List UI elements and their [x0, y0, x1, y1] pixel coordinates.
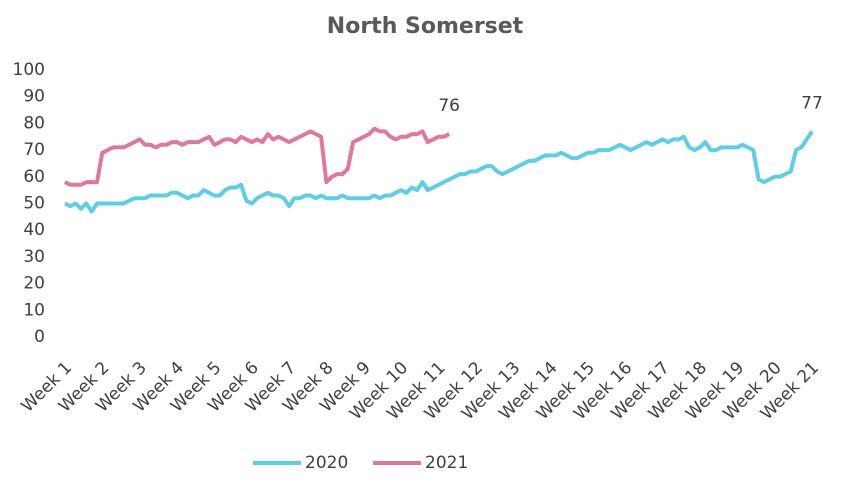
y-tick-label: 0 — [34, 327, 45, 347]
legend-label: 2021 — [425, 453, 468, 473]
data-label: 77 — [801, 93, 823, 113]
y-tick-label: 40 — [23, 220, 45, 240]
y-tick-label: 80 — [23, 113, 45, 133]
y-tick-label: 100 — [13, 60, 45, 80]
y-tick-label: 70 — [23, 140, 45, 160]
y-tick-label: 30 — [23, 247, 45, 267]
y-tick-label: 20 — [23, 274, 45, 294]
line-series — [64, 126, 451, 187]
line-series — [64, 130, 814, 214]
y-tick-label: 60 — [23, 167, 45, 187]
data-label: 76 — [438, 96, 460, 116]
y-tick-label: 90 — [23, 87, 45, 107]
y-tick-label: 50 — [23, 194, 45, 214]
y-tick-label: 10 — [23, 300, 45, 320]
chart-title: North Somerset — [327, 14, 524, 39]
legend-label: 2020 — [305, 453, 348, 473]
